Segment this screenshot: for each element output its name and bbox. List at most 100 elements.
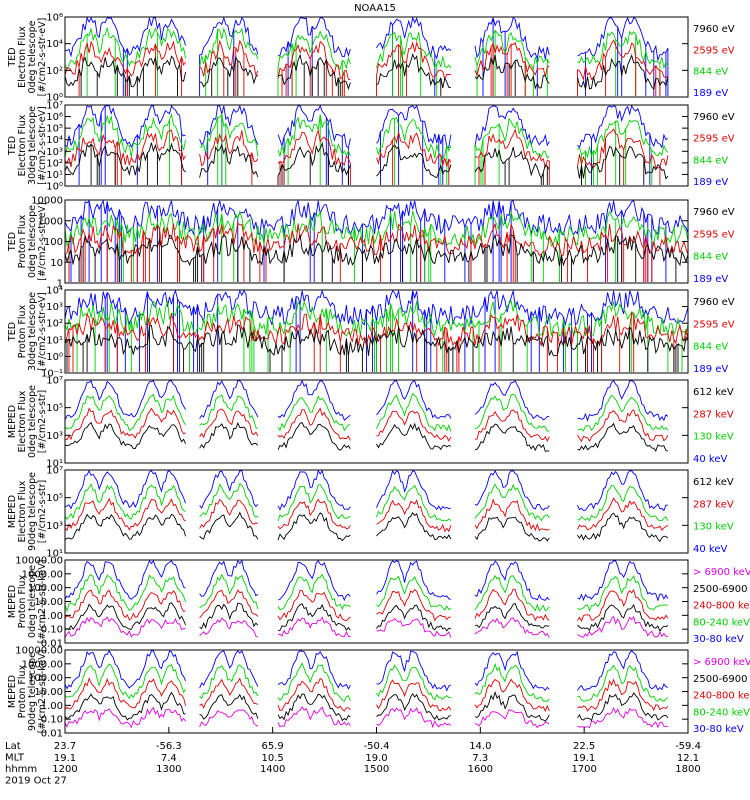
series-0-0 [64,16,689,96]
xtick-mlt: 7.3 [472,753,488,764]
xtick-hhmm: 1700 [571,764,596,775]
series-2-3 [64,233,689,282]
legend-entry: 612 keV [693,387,734,398]
ylabel-line: 90deg telescope [27,472,38,551]
panel-0: 10⁰ 10² 10⁴ 10⁶ TED Electron Flux 0deg telesco… [7,13,735,104]
ytick-label: 10⁷ [46,101,63,112]
ylabel-line: Electron Flux [17,390,28,452]
ylabel-line: 0deg telescope [27,385,38,458]
panel-frame [64,469,689,554]
series-3-2 [64,311,689,372]
ylabel-line: [#/cm2-s-str-eV] [37,202,48,281]
panel-3: 10⁻¹ 10⁰ 10¹ 10² 10³ 10⁴ TED Proton Flux 30deg t… [7,286,735,380]
ylabel-line: 30deg telescope [27,106,38,185]
series-7-3 [65,692,688,721]
ytick-label: 10000 [31,196,63,207]
ylabel-line: 90deg telescope [27,652,38,731]
panel-frame [64,104,689,187]
ytick-label: 10³ [46,521,63,532]
ytick-label: 10¹ [46,170,63,181]
xtick-lat: 14.0 [469,741,491,752]
ytick-label: 0.01 [41,729,63,740]
legend-entry: 240-800 keV [693,601,750,612]
series-5-0 [65,471,688,511]
ytick-label: 10⁵ [46,493,63,504]
series-6-1 [65,575,688,611]
ylabel-line: MEPED [7,495,18,528]
xtick-mlt: 10.5 [262,753,284,764]
legend-entry: 7960 eV [693,112,735,123]
ytick-label: 1000 [38,216,63,227]
legend-entry: 287 keV [693,499,734,510]
ytick-label: 10⁰ [46,182,63,193]
series-6-3 [65,603,688,631]
panel-6: 0.01 0.10 1.00 10.00 100.00 1000.00 10000.00 ME… [7,556,750,650]
ylabel-line: Proton Flux [17,574,28,628]
ytick-label: 10³ [46,147,63,158]
legend-entry: 80-240 keV [693,707,750,718]
xtick-mlt: 7.4 [161,753,177,764]
xtick-hhmm: 1200 [52,764,77,775]
ytick-label: 100.00 [28,583,63,594]
ytick-label: 0.10 [41,715,63,726]
ylabel-line: Proton Flux [17,214,28,268]
chart-title: NOAA15 [354,3,396,14]
series-4-0 [65,381,688,421]
ytick-label: 0.01 [41,639,63,650]
ytick-label: 10.00 [34,687,63,698]
legend-entry: 2595 eV [693,319,735,330]
ytick-label: 10² [46,158,63,169]
ylabel-line: MEPED [7,585,18,618]
legend-entry: 40 keV [693,544,727,555]
ytick-label: 10⁴ [46,135,63,146]
series-2-1 [64,210,689,282]
ytick-label: 10³ [46,431,63,442]
ylabel-line: [#/cm2-s-str-eV] [37,292,48,371]
ylabel-line: 30deg telescope [27,292,38,371]
ytick-label: 10000.00 [15,646,63,657]
legend-entry: 844 eV [693,155,728,166]
series-5-1 [65,484,688,521]
ylabel-line: 0deg telescope [27,565,38,638]
series-7-1 [65,663,688,701]
ylabel-line: TED [7,47,18,67]
series-1-0 [65,106,688,185]
ylabel-line: [#/cm2-s-str-eV] [37,18,48,97]
xtick-hhmm: 1600 [468,764,493,775]
series-4-3 [65,423,688,452]
legend-entry: > 6900 keV [693,567,750,578]
legend-entry: 7960 eV [693,207,735,218]
ylabel-line: [#/cm2-s-str-keV] [37,560,48,644]
series-7-0 [65,651,688,691]
xaxis-row-label: hhmm [5,764,37,775]
ytick-label: 1.00 [41,611,63,622]
ylabel-line: TED [7,322,18,342]
xtick-hhmm: 1500 [364,764,389,775]
series-6-4 [65,617,688,638]
panel-7: 0.01 0.10 1.00 10.00 100.00 1000.00 10000.00 ME… [7,646,750,740]
ytick-label: 10¹ [46,335,63,346]
ytick-label: 100.00 [28,673,63,684]
panel-2: 1 10 100 1000 10000 TED Proton Flux 0deg telesc… [7,196,735,290]
xtick-lat: 23.7 [54,741,76,752]
ytick-label: 10² [46,66,63,77]
xaxis-row-label: 2019 Oct 27 [5,776,67,787]
ytick-label: 10⁵ [46,403,63,414]
legend-entry: 80-240 keV [693,617,750,628]
legend-entry: 7960 eV [693,24,735,35]
legend-entry: 189 eV [693,364,728,375]
legend-entry: 189 eV [693,274,728,285]
ytick-label: 10² [46,319,63,330]
legend-entry: > 6900 keV [693,657,750,668]
xaxis-row-label: Lat [5,741,21,752]
legend-entry: 7960 eV [693,297,735,308]
legend-entry: 287 keV [693,409,734,420]
legend-entry: 189 eV [693,177,728,188]
legend-entry: 844 eV [693,252,728,263]
series-3-0 [64,289,689,372]
ytick-label: 10⁷ [46,376,63,387]
legend-entry: 40 keV [693,454,727,465]
legend-entry: 130 keV [693,432,734,443]
